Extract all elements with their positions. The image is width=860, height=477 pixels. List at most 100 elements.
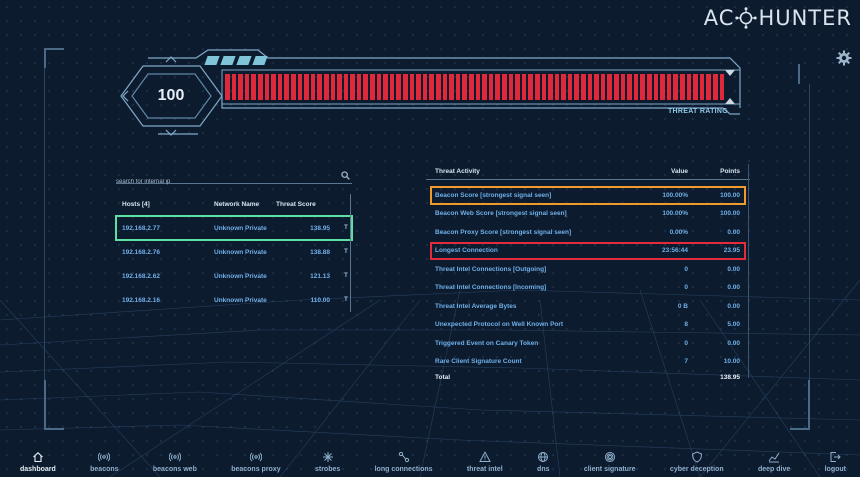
activity-points: 5.00 [727,321,740,329]
activity-name[interactable]: Threat Intel Connections [Outgoing] [435,265,547,273]
rating-bar-cell [594,74,599,100]
filter-icon[interactable]: T [344,249,348,255]
nav-item-client-signature[interactable]: client signature [584,445,636,477]
activity-points: 100.00 [720,191,740,199]
table-row[interactable]: Threat Intel Average Bytes 0 B 0.00 [426,297,750,316]
activity-points: 23.95 [723,247,740,255]
nav-item-beacons[interactable]: beacons [90,445,119,477]
rating-bar-cell [409,74,415,100]
filter-icon[interactable]: T [344,273,348,279]
total-label: Total [435,373,451,381]
nav-label: cyber deception [669,466,724,473]
table-row[interactable]: Rare Client Signature Count 7 10.00 [426,353,750,372]
activity-name[interactable]: Threat Intel Average Bytes [435,302,517,310]
nav-item-dashboard[interactable]: dashboard [20,445,56,477]
table-row[interactable]: Threat Intel Connections [Incoming] 0 0.… [426,279,750,298]
rating-bar-cell [238,74,243,100]
frame-corner-top-left [44,48,64,68]
nav-label: logout [824,466,846,473]
nav-item-cyber-deception[interactable]: cyber deception [670,445,724,477]
rating-bar-cell [468,74,474,100]
column-header-score[interactable]: Threat Score [276,201,316,208]
host-ip[interactable]: 192.168.2.77 [122,224,160,232]
threat-rating-bar-fill [225,74,725,100]
rating-bar-cell [574,74,580,100]
table-row[interactable]: Triggered Event on Canary Token 0 0.00 [426,334,750,353]
rating-bar-cell [376,74,382,100]
rating-bar-cell [548,74,553,100]
activity-name[interactable]: Unexpected Protocol on Well Known Port [435,321,564,329]
table-row[interactable]: 192.168.2.76 Unknown Private 138.88 T [116,240,352,264]
table-row[interactable]: 192.168.2.77 Unknown Private 138.95 T [115,215,353,241]
table-row[interactable]: 192.168.2.16 Unknown Private 110.00 T [116,288,352,312]
hosts-table-scrollbar[interactable] [350,194,351,312]
rating-bar-cell [416,74,421,100]
rating-bar-cell [304,74,309,100]
activity-name[interactable]: Beacon Web Score [strongest signal seen] [435,210,567,218]
frame-corner-top-right [798,64,800,84]
nav-item-threat-intel[interactable]: threat intel [467,445,503,477]
rating-bar-cell [488,74,494,100]
rating-bar-cell [225,74,230,100]
threat-score-value: 100 [157,87,185,104]
rating-bar-cell [462,74,467,100]
gear-icon[interactable] [836,50,852,66]
nav-item-logout[interactable]: logout [825,445,846,477]
table-row[interactable]: Beacon Web Score [strongest signal seen]… [426,205,750,224]
logo-text-right: HUNTER [758,6,852,30]
host-network: Unknown Private [214,272,267,280]
host-ip[interactable]: 192.168.2.62 [122,272,160,280]
activity-name[interactable]: Threat Intel Connections [Incoming] [435,284,547,292]
host-ip[interactable]: 192.168.2.16 [122,296,160,304]
table-row[interactable]: Beacon Score [strongest signal seen] 100… [430,186,746,205]
rating-bar-cell [343,74,349,100]
shield-icon [691,451,702,463]
nav-label: beacons [90,466,119,473]
activity-name[interactable]: Longest Connection [435,247,498,255]
rating-bar-cell [370,74,375,100]
activity-name[interactable]: Rare Client Signature Count [435,358,522,366]
search-icon[interactable] [341,171,350,180]
rating-bar-cell [403,74,408,100]
search-input[interactable] [116,179,331,185]
total-points: 138.95 [720,373,740,381]
table-row[interactable]: Beacon Proxy Score [strongest signal see… [426,223,750,242]
rating-bar-cell [561,74,566,100]
activity-value: 23:56:44 [661,247,688,255]
table-row[interactable]: Unexpected Protocol on Well Known Port 8… [426,316,750,335]
table-row[interactable]: Threat Intel Connections [Outgoing] 0 0.… [426,260,750,279]
activity-name[interactable]: Triggered Event on Canary Token [435,339,539,347]
rating-bar-cell [673,74,678,100]
app-logo: AC HUNTER [704,6,852,30]
activity-value: 0 [684,265,688,273]
column-header-network[interactable]: Network Name [214,200,260,208]
frame-corner-bottom-left [44,380,64,430]
nav-item-beacons-proxy[interactable]: beacons proxy [231,445,281,477]
column-header-hosts[interactable]: Hosts [4] [122,201,150,208]
rating-bar-cell [330,74,336,100]
table-row[interactable]: 192.168.2.62 Unknown Private 121.13 T [116,264,352,288]
rating-bar-cell [436,74,441,100]
rating-bar-cell [284,74,289,100]
rating-bar-cell [712,74,718,100]
activity-value: 0 [684,284,688,292]
rating-bar-cell [396,74,402,100]
frame-corner-bottom-right [790,380,810,430]
rating-bar-cell [600,74,606,100]
host-ip[interactable]: 192.168.2.76 [122,248,160,256]
activity-name[interactable]: Beacon Proxy Score [strongest signal see… [435,228,572,236]
activity-points: 100.00 [720,210,740,218]
rating-bar-cell [686,74,692,100]
nav-item-strobes[interactable]: strobes [315,445,340,477]
filter-icon[interactable]: T [344,297,348,303]
table-row[interactable]: Longest Connection 23:56:44 23.95 [430,241,746,260]
nav-item-beacons-web[interactable]: beacons web [153,445,197,477]
activity-name[interactable]: Beacon Score [strongest signal seen] [435,191,552,199]
total-row: Total 138.95 [426,371,750,383]
nav-item-dns[interactable]: dns [537,445,550,477]
nav-item-long-connections[interactable]: long connections [375,445,433,477]
filter-icon[interactable]: T [344,225,348,231]
nav-item-deep-dive[interactable]: deep dive [758,445,790,477]
threat-rating-label: THREAT RATING [667,108,728,115]
connection-icon [398,451,409,463]
